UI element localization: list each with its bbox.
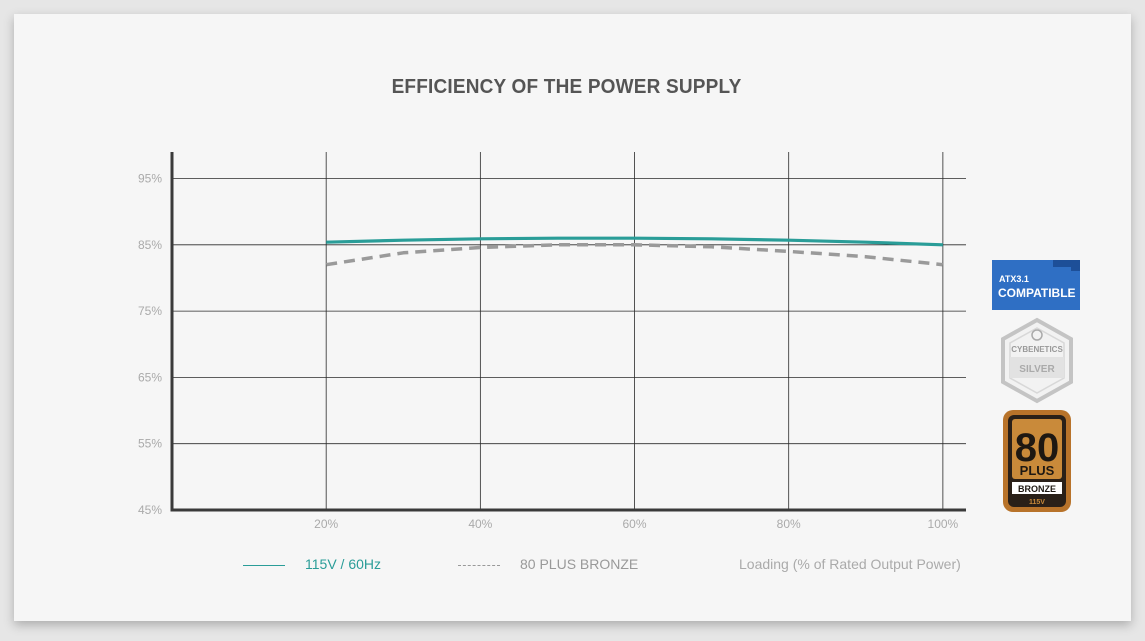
x-tick-label: 80% xyxy=(777,517,801,531)
grid-lines xyxy=(172,152,966,510)
cybenetics-label: CYBENETICS xyxy=(1011,345,1063,354)
cybenetics-silver-badge: CYBENETICS SILVER xyxy=(1001,317,1073,404)
cybenetics-power-icon xyxy=(1031,329,1043,341)
legend-swatch-115v xyxy=(243,564,285,566)
atx-badge-background xyxy=(992,260,1080,310)
80plus-plus: PLUS xyxy=(1020,463,1055,478)
x-tick-label: 60% xyxy=(623,517,647,531)
x-tick-label: 20% xyxy=(314,517,338,531)
y-tick-label: 55% xyxy=(138,437,162,451)
80plus-bronze-badge: 80 PLUS BRONZE 115V xyxy=(1003,410,1071,512)
legend-item-80plus: 80 PLUS BRONZE xyxy=(458,556,638,572)
x-tick-label: 40% xyxy=(468,517,492,531)
x-axis-label: Loading (% of Rated Output Power) xyxy=(739,556,961,572)
series-lines xyxy=(325,236,944,267)
cybenetics-tier-box xyxy=(1010,357,1064,378)
chart-title: EFFICIENCY OF THE POWER SUPPLY xyxy=(391,76,742,98)
atx-badge-line1: ATX3.1 xyxy=(999,274,1029,284)
80plus-number: 80 xyxy=(1015,426,1060,470)
legend-swatch-80plus xyxy=(458,564,500,566)
y-tick-label: 65% xyxy=(138,370,162,384)
atx-badge-line2: COMPATIBLE xyxy=(998,286,1076,300)
atx-badge-corner xyxy=(1053,260,1080,271)
x-tick-label: 100% xyxy=(928,517,959,531)
chart-card xyxy=(14,14,1131,621)
cybenetics-inner-hexagon xyxy=(1009,327,1065,394)
y-tick-label: 45% xyxy=(138,503,162,517)
y-tick-label: 85% xyxy=(138,238,162,252)
series-line-80plus-bronze xyxy=(325,243,944,267)
80plus-voltage: 115V xyxy=(1029,499,1045,506)
cybenetics-tier: SILVER xyxy=(1019,364,1055,375)
y-tick-label: 75% xyxy=(138,304,162,318)
y-tick-label: 95% xyxy=(138,172,162,186)
80plus-number-panel xyxy=(1012,419,1062,479)
legend-item-115v: 115V / 60Hz xyxy=(243,556,381,572)
series-line-115v-60hz xyxy=(326,236,943,247)
legend-label-80plus: 80 PLUS BRONZE xyxy=(520,556,639,572)
80plus-tier: BRONZE xyxy=(1018,484,1056,494)
axes xyxy=(170,152,966,512)
tick-labels: 95% 85% 75% 65% 55% 45% 20% 40% 60% 80% 100% xyxy=(138,172,959,531)
atx-compatible-badge: ATX3.1 COMPATIBLE xyxy=(992,260,1080,310)
80plus-tier-strip xyxy=(1012,482,1062,494)
legend-label-115v: 115V / 60Hz xyxy=(305,556,382,572)
